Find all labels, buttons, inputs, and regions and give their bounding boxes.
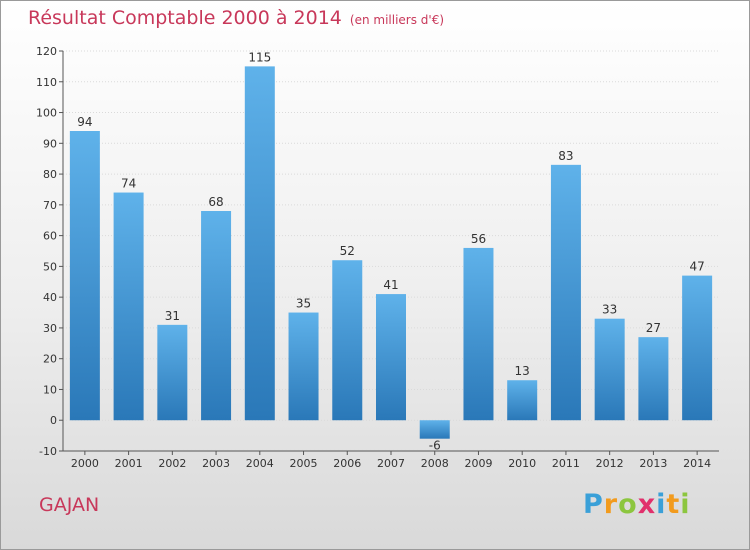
x-tick-label: 2009 — [464, 457, 492, 470]
data-label: 35 — [296, 297, 311, 311]
data-label: 68 — [208, 195, 223, 209]
y-tick-label: 50 — [43, 260, 57, 273]
bar — [376, 294, 406, 421]
x-tick-label: 2007 — [377, 457, 405, 470]
bar — [244, 66, 275, 421]
bar — [157, 324, 188, 421]
x-tick-label: 2000 — [71, 457, 99, 470]
x-tick-label: 2004 — [246, 457, 274, 470]
proxiti-logo: Proxiti — [583, 489, 691, 520]
bar — [288, 312, 319, 421]
data-label: 47 — [689, 260, 704, 274]
y-tick-label: 80 — [43, 168, 57, 181]
x-tick-label: 2001 — [115, 457, 143, 470]
bar — [594, 318, 625, 421]
data-label: 41 — [383, 278, 398, 292]
data-label: 31 — [165, 309, 180, 323]
y-tick-label: 0 — [50, 414, 57, 427]
logo-letter: i — [680, 489, 691, 520]
logo-letter: P — [583, 489, 604, 520]
bar — [201, 211, 232, 421]
x-tick-label: 2002 — [158, 457, 186, 470]
x-tick-label: 2012 — [596, 457, 624, 470]
y-tick-label: 110 — [36, 76, 57, 89]
y-tick-label: 90 — [43, 137, 57, 150]
logo-letter: t — [666, 489, 681, 520]
data-label: 115 — [248, 50, 271, 64]
bar — [638, 337, 669, 421]
data-label: 33 — [602, 303, 617, 317]
bar — [682, 275, 713, 421]
data-label: -6 — [429, 439, 441, 453]
data-label: 52 — [340, 244, 355, 258]
bar — [507, 380, 538, 421]
x-tick-label: 2014 — [683, 457, 711, 470]
x-tick-label: 2005 — [290, 457, 318, 470]
x-tick-label: 2008 — [421, 457, 449, 470]
x-tick-label: 2003 — [202, 457, 230, 470]
logo-letter: r — [603, 489, 619, 520]
data-label: 27 — [646, 321, 661, 335]
data-label: 13 — [515, 364, 530, 378]
data-label: 83 — [558, 149, 573, 163]
data-label: 56 — [471, 232, 486, 246]
bar — [332, 260, 363, 421]
logo-letter: o — [618, 489, 638, 520]
commune-name: GAJAN — [39, 494, 100, 516]
y-tick-label: -10 — [39, 445, 57, 458]
bar — [463, 247, 494, 421]
x-tick-label: 2006 — [333, 457, 361, 470]
y-tick-label: 20 — [43, 353, 57, 366]
y-tick-label: 100 — [36, 107, 57, 120]
data-label: 94 — [77, 115, 92, 129]
bar — [419, 420, 450, 439]
y-tick-label: 40 — [43, 291, 57, 304]
x-tick-label: 2011 — [552, 457, 580, 470]
logo-letter: x — [637, 489, 657, 520]
title-text: Résultat Comptable 2000 à 2014 — [28, 7, 342, 29]
y-tick-label: 30 — [43, 322, 57, 335]
data-label: 74 — [121, 177, 136, 191]
y-tick-label: 120 — [36, 45, 57, 58]
title-unit: (en milliers d'€) — [349, 13, 445, 27]
x-tick-label: 2010 — [508, 457, 536, 470]
bar — [550, 164, 581, 421]
bar — [69, 131, 100, 421]
y-tick-label: 70 — [43, 199, 57, 212]
chart-title: Résultat Comptable 2000 à 2014 (en millie… — [28, 7, 444, 29]
y-tick-label: 10 — [43, 383, 57, 396]
y-tick-label: 60 — [43, 230, 57, 243]
x-tick-label: 2013 — [639, 457, 667, 470]
bar — [113, 192, 144, 421]
logo-letter: i — [656, 489, 667, 520]
